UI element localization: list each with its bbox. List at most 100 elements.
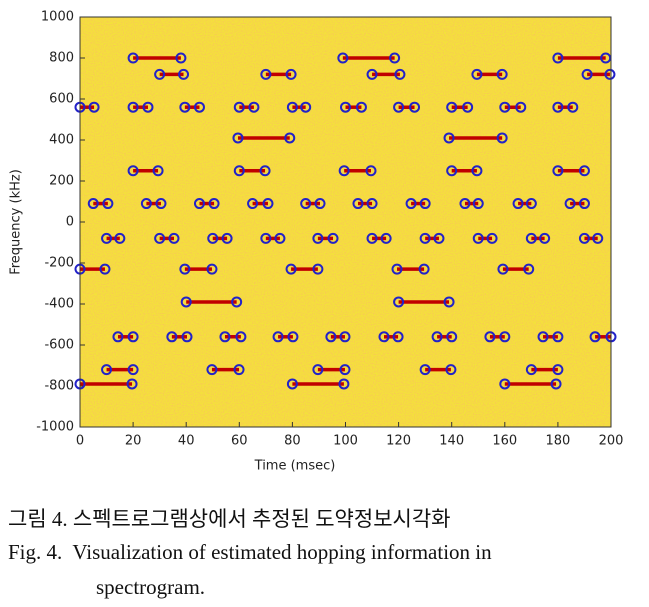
hop-marker	[286, 101, 298, 113]
x-tick-label: 20	[125, 434, 142, 449]
hop-marker	[366, 198, 378, 210]
hop-marker	[552, 52, 564, 64]
hop-marker	[206, 364, 218, 376]
hop-marker	[512, 198, 524, 210]
hop-marker	[154, 232, 166, 244]
hop-marker	[155, 198, 167, 210]
caption-english: spectrogram.	[96, 575, 206, 599]
hop-marker	[286, 378, 298, 390]
hop-marker	[142, 101, 154, 113]
hop-marker	[300, 101, 312, 113]
hop-marker	[178, 68, 190, 80]
x-tick-label: 40	[178, 434, 195, 449]
hop-marker	[208, 198, 220, 210]
hop-marker	[287, 331, 299, 343]
hop-marker	[499, 378, 511, 390]
hop-marker	[312, 364, 324, 376]
x-tick-label: 80	[284, 434, 301, 449]
hop-marker	[127, 331, 139, 343]
hop-marker	[175, 52, 187, 64]
x-tick-label: 60	[231, 434, 248, 449]
hop-marker	[300, 198, 312, 210]
hop-marker	[445, 364, 457, 376]
hop-marker	[581, 68, 593, 80]
hop-marker	[247, 198, 259, 210]
hop-marker	[260, 232, 272, 244]
y-tick-label: -600	[44, 338, 74, 353]
caption-english: Fig. 4. Visualization of estimated hoppi…	[8, 540, 492, 564]
hop-marker	[101, 232, 113, 244]
hop-marker	[567, 101, 579, 113]
y-tick-label: 0	[66, 215, 74, 230]
hop-marker	[472, 232, 484, 244]
y-tick-label: 600	[49, 92, 74, 107]
hop-marker	[166, 331, 178, 343]
hop-marker	[419, 198, 431, 210]
hop-marker	[446, 331, 458, 343]
hop-marker	[405, 198, 417, 210]
hop-marker	[471, 68, 483, 80]
hop-marker	[552, 364, 564, 376]
hop-marker	[499, 101, 511, 113]
hop-marker	[259, 165, 271, 177]
hop-marker	[552, 101, 564, 113]
x-axis-label: Time (msec)	[254, 459, 336, 474]
hop-marker	[592, 232, 604, 244]
hop-marker	[112, 331, 124, 343]
hop-marker	[193, 198, 205, 210]
hop-marker	[578, 232, 590, 244]
hop-marker	[338, 378, 350, 390]
y-tick-label: -1000	[36, 420, 74, 435]
hop-marker	[180, 296, 192, 308]
hop-marker	[496, 68, 508, 80]
hop-marker	[179, 263, 191, 275]
hop-marker	[515, 101, 527, 113]
hop-marker	[260, 68, 272, 80]
hop-marker	[552, 331, 564, 343]
hop-marker	[486, 232, 498, 244]
hop-marker	[355, 101, 367, 113]
hop-marker	[231, 296, 243, 308]
hop-marker	[446, 165, 458, 177]
hop-marker	[140, 198, 152, 210]
hop-marker	[325, 331, 337, 343]
x-tick-label: 140	[439, 434, 464, 449]
hop-marker	[327, 232, 339, 244]
hop-marker	[366, 232, 378, 244]
hop-marker	[550, 378, 562, 390]
y-axis-label: Frequency (kHz)	[9, 169, 24, 275]
hop-marker	[206, 263, 218, 275]
hop-marker	[312, 232, 324, 244]
hop-marker	[339, 364, 351, 376]
x-tick-label: 200	[599, 434, 624, 449]
hop-marker	[525, 198, 537, 210]
hop-marker	[285, 68, 297, 80]
hop-marker	[340, 101, 351, 113]
hop-marker	[497, 263, 509, 275]
hop-marker	[127, 364, 139, 376]
y-tick-label: -800	[44, 379, 74, 394]
hop-marker	[539, 232, 551, 244]
hop-marker	[352, 198, 364, 210]
y-tick-label: 400	[49, 133, 74, 148]
hop-marker	[578, 165, 590, 177]
hop-marker	[433, 232, 445, 244]
chart: Time (msec) Frequency (kHz) 0 20 40 60 80 100…	[9, 10, 624, 474]
hop-marker	[391, 263, 403, 275]
caption-korean: 그림 4. 스펙트로그램상에서 추정된 도약정보시각화	[8, 507, 451, 531]
hop-marker	[152, 165, 164, 177]
hop-marker	[409, 101, 421, 113]
hop-marker	[389, 52, 401, 64]
hop-marker	[339, 331, 351, 343]
hop-marker	[337, 52, 349, 64]
hop-marker	[589, 331, 601, 343]
hop-marker	[193, 101, 205, 113]
y-tick-label: -400	[44, 297, 74, 312]
hop-marker	[600, 52, 612, 64]
hop-marker	[87, 198, 99, 210]
hop-marker	[272, 331, 284, 343]
hop-marker	[262, 198, 274, 210]
hop-marker	[525, 364, 537, 376]
hop-marker	[552, 165, 564, 177]
